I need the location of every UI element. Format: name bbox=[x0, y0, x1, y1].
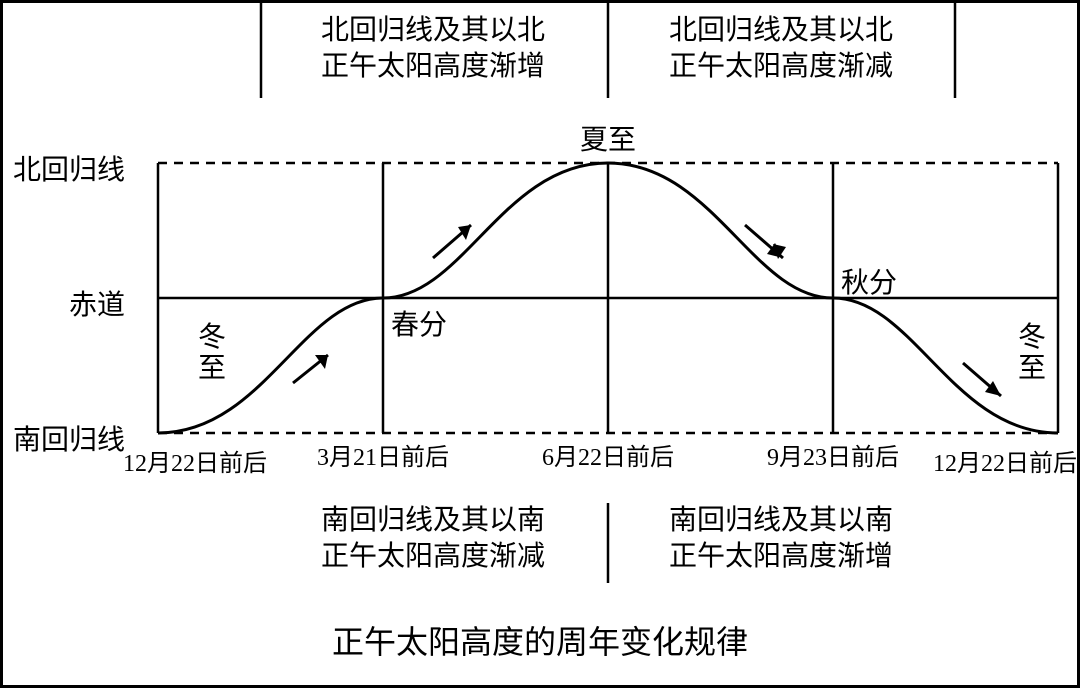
point-autumn: 秋分 bbox=[841, 261, 897, 301]
top-note-left-l1: 北回归线及其以北 bbox=[321, 15, 545, 46]
bottom-note-left-l1: 南回归线及其以南 bbox=[321, 505, 545, 536]
point-winter1: 冬至 bbox=[198, 323, 226, 385]
bottom-note-right: 南回归线及其以南 正午太阳高度渐增 bbox=[669, 503, 893, 576]
diagram-svg bbox=[3, 3, 1077, 685]
top-note-right-l1: 北回归线及其以北 bbox=[669, 15, 893, 46]
top-note-left: 北回归线及其以北 正午太阳高度渐增 bbox=[321, 13, 545, 86]
arrow-up-1 bbox=[293, 355, 328, 383]
bottom-note-left: 南回归线及其以南 正午太阳高度渐减 bbox=[321, 503, 545, 576]
y-label-bottom: 南回归线 bbox=[13, 418, 125, 458]
top-note-right: 北回归线及其以北 正午太阳高度渐减 bbox=[669, 13, 893, 86]
point-spring: 春分 bbox=[391, 303, 447, 343]
bottom-note-right-l1: 南回归线及其以南 bbox=[669, 505, 893, 536]
diagram-title: 正午太阳高度的周年变化规律 bbox=[332, 617, 748, 663]
diagram-container: 北回归线及其以北 正午太阳高度渐增 北回归线及其以北 正午太阳高度渐减 北回归线… bbox=[0, 0, 1080, 688]
y-label-top: 北回归线 bbox=[13, 148, 125, 188]
arrow-down-2 bbox=[963, 363, 1001, 396]
top-note-right-l2: 正午太阳高度渐减 bbox=[669, 51, 893, 82]
bottom-note-left-l2: 正午太阳高度渐减 bbox=[321, 541, 545, 572]
y-label-mid: 赤道 bbox=[69, 283, 125, 323]
x-date-1: 12月22日前后 bbox=[123, 443, 267, 478]
x-date-4: 9月23日前后 bbox=[767, 443, 899, 474]
x-date-5: 12月22日前后 bbox=[933, 443, 1077, 478]
point-winter2: 冬至 bbox=[1018, 323, 1046, 385]
point-summer: 夏至 bbox=[580, 123, 636, 159]
x-date-2: 3月21日前后 bbox=[317, 443, 449, 474]
x-date-3: 6月22日前后 bbox=[542, 443, 674, 474]
bottom-note-right-l2: 正午太阳高度渐增 bbox=[669, 541, 893, 572]
top-note-left-l2: 正午太阳高度渐增 bbox=[321, 51, 545, 82]
